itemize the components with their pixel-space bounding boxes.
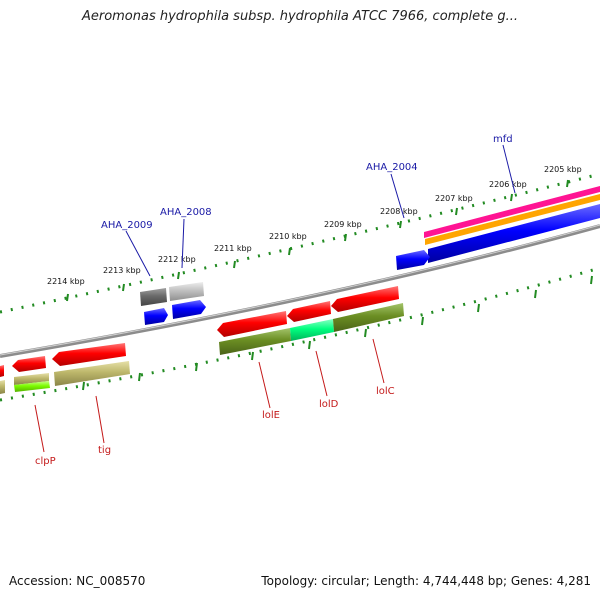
upper-scale-ticks xyxy=(0,172,600,314)
tick-label-2214: 2214 kbp xyxy=(47,277,85,286)
tick-label-2210: 2210 kbp xyxy=(269,232,307,241)
scale-tick-labels: 2214 kbp 2213 kbp 2212 kbp 2211 kbp 2210… xyxy=(47,165,582,286)
upper-leader-lines xyxy=(125,144,516,277)
topology-stats: Topology: circular; Length: 4,744,448 bp… xyxy=(261,574,591,588)
tick-label-2206: 2206 kbp xyxy=(489,180,527,189)
tick-label-2208: 2208 kbp xyxy=(380,207,418,216)
label-aha-2009: AHA_2009 xyxy=(101,220,153,231)
label-lolc: lolC xyxy=(376,386,395,397)
tick-label-2209: 2209 kbp xyxy=(324,220,362,229)
feature-band-magenta xyxy=(424,186,600,238)
label-aha-2004: AHA_2004 xyxy=(366,162,418,173)
gene-clpp-arrow xyxy=(12,356,46,372)
gene-aha-2008-box xyxy=(169,282,204,301)
gene-left-khaki xyxy=(0,380,5,394)
gene-lolc-bar xyxy=(333,303,404,332)
lower-major-ticks xyxy=(82,275,593,391)
accession-label: Accession: NC_008570 xyxy=(9,574,146,588)
map-title: Aeromonas hydrophila subsp. hydrophila A… xyxy=(81,9,519,24)
label-lold: lolD xyxy=(319,399,339,410)
gene-lole-arrow xyxy=(217,311,287,337)
feature-band-orange xyxy=(425,194,600,245)
tick-label-2212: 2212 kbp xyxy=(158,255,196,264)
label-lole: lolE xyxy=(262,410,280,421)
gene-lold-bar xyxy=(290,319,334,341)
label-aha-2008: AHA_2008 xyxy=(160,207,212,218)
feature-band-blue xyxy=(428,204,600,263)
gene-clpp-bar-lime xyxy=(14,381,50,392)
gene-aha-2004 xyxy=(396,250,430,270)
lower-leader-lines xyxy=(34,338,385,453)
gene-lold-arrow xyxy=(287,301,331,322)
tick-label-2205: 2205 kbp xyxy=(544,165,582,174)
gene-tig-bar xyxy=(54,361,130,386)
genome-backbone-highlight xyxy=(0,224,600,356)
label-tig: tig xyxy=(98,445,111,456)
gene-aha-2008-arrow xyxy=(172,300,206,319)
lower-scale-ticks xyxy=(0,266,600,402)
gene-aha-2009-arrow xyxy=(144,308,168,325)
genome-backbone xyxy=(0,224,600,358)
gene-left-red xyxy=(0,365,4,377)
gene-lole-bar xyxy=(219,328,291,355)
tick-label-2211: 2211 kbp xyxy=(214,244,252,253)
gene-aha-2009-box xyxy=(140,288,167,306)
gene-lolc-arrow xyxy=(331,286,399,312)
gene-tig-arrow xyxy=(52,343,126,366)
tick-label-2213: 2213 kbp xyxy=(103,266,141,275)
label-mfd: mfd xyxy=(493,134,513,145)
label-clpp: clpP xyxy=(35,456,56,467)
upper-major-ticks xyxy=(66,179,569,302)
tick-label-2207: 2207 kbp xyxy=(435,194,473,203)
